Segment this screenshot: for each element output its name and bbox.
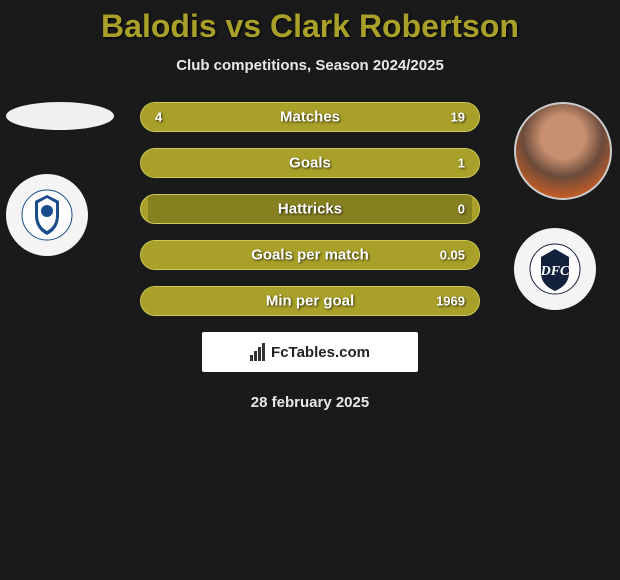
stat-label: Goals per match: [251, 247, 369, 264]
subtitle: Club competitions, Season 2024/2025: [0, 57, 620, 74]
left-column: [6, 102, 114, 256]
right-player-avatar: [514, 102, 612, 200]
stat-label: Min per goal: [266, 293, 354, 310]
shield-icon: [21, 189, 73, 241]
right-club-badge: DFC: [514, 228, 596, 310]
stat-row: Goals 1: [140, 148, 480, 178]
stat-right-value: 1969: [436, 294, 465, 309]
stat-label: Matches: [280, 109, 340, 126]
stat-row: Goals per match 0.05: [140, 240, 480, 270]
stat-label: Hattricks: [278, 201, 342, 218]
bar-fill-left: [141, 103, 198, 131]
stat-label: Goals: [289, 155, 331, 172]
compare-area: DFC Matches 4 19 Goals 1 Hattricks 0 Goals per …: [0, 102, 620, 411]
shield-icon: DFC: [529, 243, 581, 295]
stat-left-value: 4: [155, 110, 162, 125]
date-line: 28 february 2025: [0, 394, 620, 411]
bar-chart-icon: [250, 343, 265, 361]
stat-right-value: 1: [458, 156, 465, 171]
svg-text:DFC: DFC: [540, 264, 570, 279]
stat-right-value: 0.05: [440, 248, 465, 263]
stat-row: Matches 4 19: [140, 102, 480, 132]
stat-bars: Matches 4 19 Goals 1 Hattricks 0 Goals per matc…: [140, 102, 480, 316]
stat-row: Min per goal 1969: [140, 286, 480, 316]
stat-right-value: 0: [458, 202, 465, 217]
brand-text: FcTables.com: [271, 344, 370, 361]
brand-badge: FcTables.com: [202, 332, 418, 372]
page-title: Balodis vs Clark Robertson: [0, 8, 620, 45]
left-player-avatar: [6, 102, 114, 130]
stat-right-value: 19: [451, 110, 465, 125]
stat-row: Hattricks 0: [140, 194, 480, 224]
comparison-card: Balodis vs Clark Robertson Club competit…: [0, 0, 620, 411]
left-club-badge: [6, 174, 88, 256]
right-column: DFC: [514, 102, 612, 310]
